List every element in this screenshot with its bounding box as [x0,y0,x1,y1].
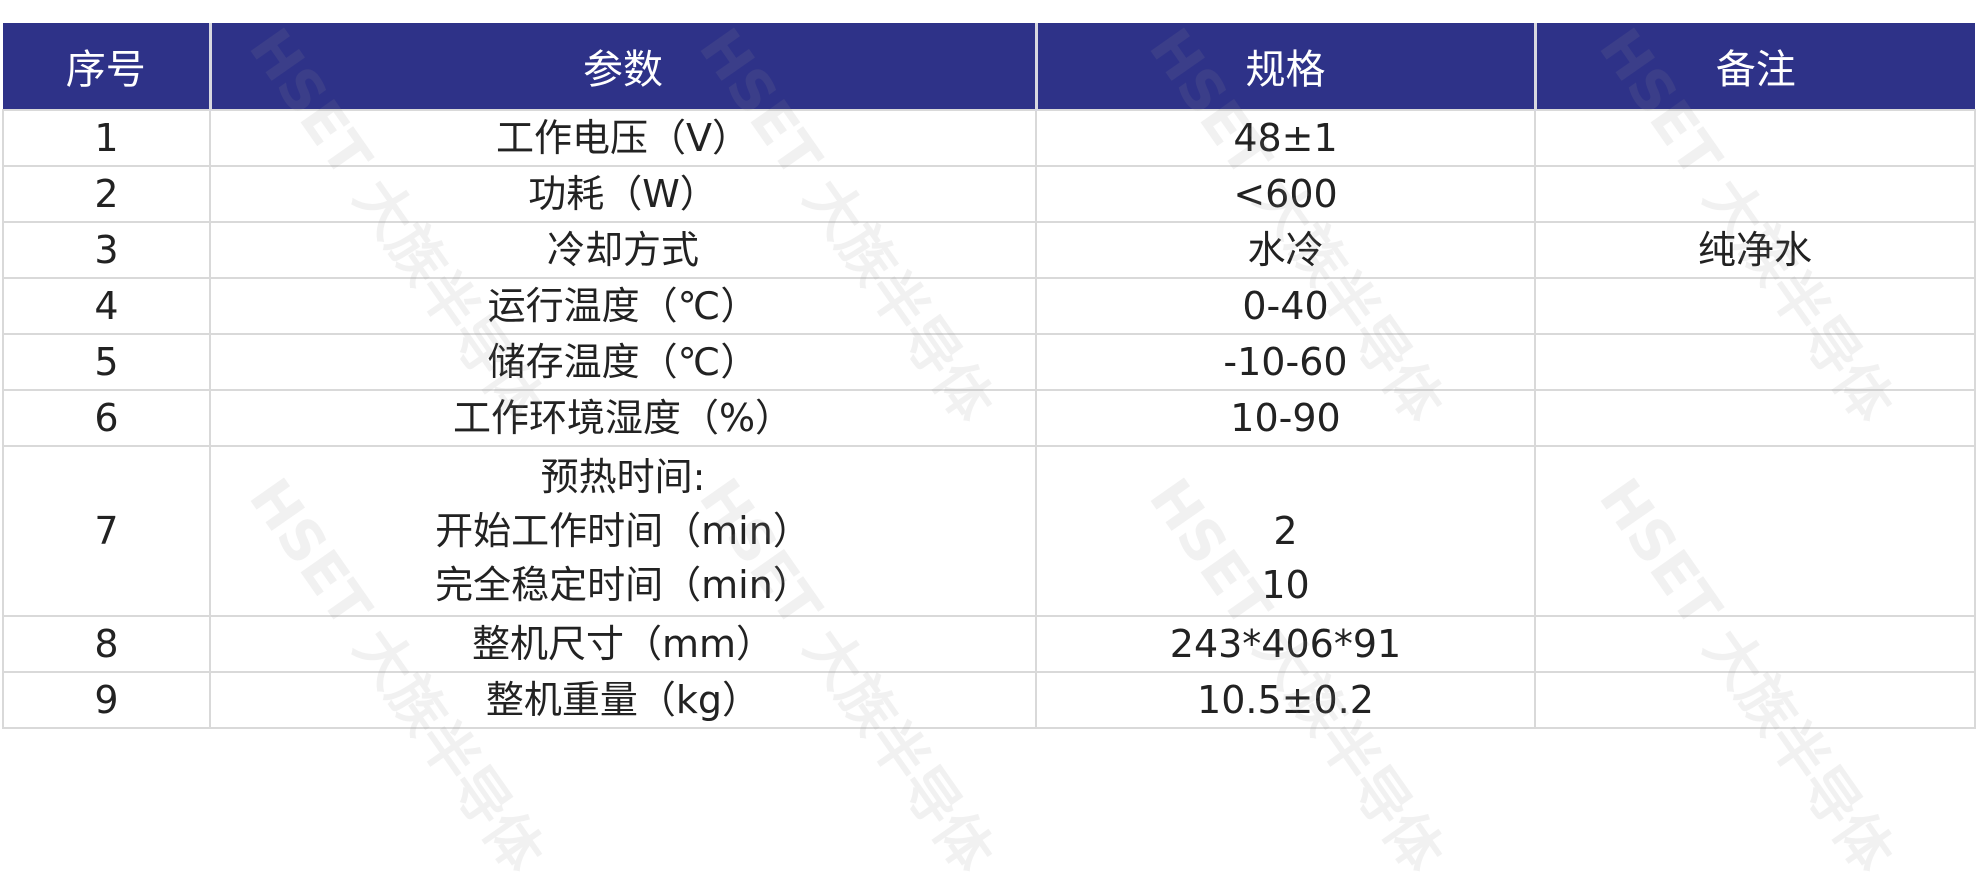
cell-param: 冷却方式 [209,221,1037,279]
cell-param-line: 预热时间: [540,455,706,499]
header-param: 参数 [208,23,1036,110]
cell-no: 7 [2,445,211,617]
cell-spec-line: 10 [1261,563,1310,607]
cell-spec-line [1037,450,1534,504]
cell-note [1534,277,1976,335]
cell-spec: 2 10 [1035,445,1536,617]
cell-param: 整机重量（kg） [209,671,1037,729]
cell-no: 6 [2,389,211,447]
table-row: 8 整机尺寸（mm） 243*406*91 [2,615,1976,673]
cell-spec: 水冷 [1035,221,1536,279]
cell-no: 4 [2,277,211,335]
cell-param: 工作环境湿度（%） [209,389,1037,447]
table-row: 2 功耗（W） <600 [2,165,1976,223]
cell-spec: 10-90 [1035,389,1536,447]
cell-param: 工作电压（V） [209,109,1037,167]
cell-no: 3 [2,221,211,279]
table-row: 1 工作电压（V） 48±1 [2,109,1976,167]
header-no: 序号 [3,23,210,110]
cell-note [1534,615,1976,673]
cell-no: 2 [2,165,211,223]
cell-param: 整机尺寸（mm） [209,615,1037,673]
cell-no: 1 [2,109,211,167]
cell-spec: -10-60 [1035,333,1536,391]
cell-note: 纯净水 [1534,221,1976,279]
table-row: 7 预热时间: 开始工作时间（min） 完全稳定时间（min） 2 10 [2,445,1976,617]
cell-note [1534,109,1976,167]
table-row: 9 整机重量（kg） 10.5±0.2 [2,671,1976,729]
header-note: 备注 [1533,23,1975,110]
header-spec: 规格 [1034,23,1535,110]
table-row: 3 冷却方式 水冷 纯净水 [2,221,1976,279]
cell-no: 8 [2,615,211,673]
cell-param-line: 完全稳定时间（min） [435,563,811,607]
cell-note [1534,165,1976,223]
table-row: 5 储存温度（℃） -10-60 [2,333,1976,391]
spec-table: 序号 参数 规格 备注 1 工作电压（V） 48±1 2 功耗（W） <600 3 冷却方式水… [2,23,1976,729]
cell-spec: 243*406*91 [1035,615,1536,673]
cell-no: 5 [2,333,211,391]
table-row: 6 工作环境湿度（%） 10-90 [2,389,1976,447]
cell-note [1534,671,1976,729]
cell-param: 运行温度（℃） [209,277,1037,335]
cell-spec: <600 [1035,165,1536,223]
cell-spec: 0-40 [1035,277,1536,335]
cell-note [1534,333,1976,391]
cell-note [1534,389,1976,447]
table-row: 4 运行温度（℃） 0-40 [2,277,1976,335]
cell-note [1534,445,1976,617]
cell-spec: 10.5±0.2 [1035,671,1536,729]
cell-spec-line: 2 [1273,509,1298,553]
header-row: 序号 参数 规格 备注 [3,23,1975,110]
cell-spec: 48±1 [1035,109,1536,167]
cell-no: 9 [2,671,211,729]
cell-param: 预热时间: 开始工作时间（min） 完全稳定时间（min） [209,445,1037,617]
cell-param-line: 开始工作时间（min） [435,509,811,553]
cell-param: 储存温度（℃） [209,333,1037,391]
cell-param: 功耗（W） [209,165,1037,223]
